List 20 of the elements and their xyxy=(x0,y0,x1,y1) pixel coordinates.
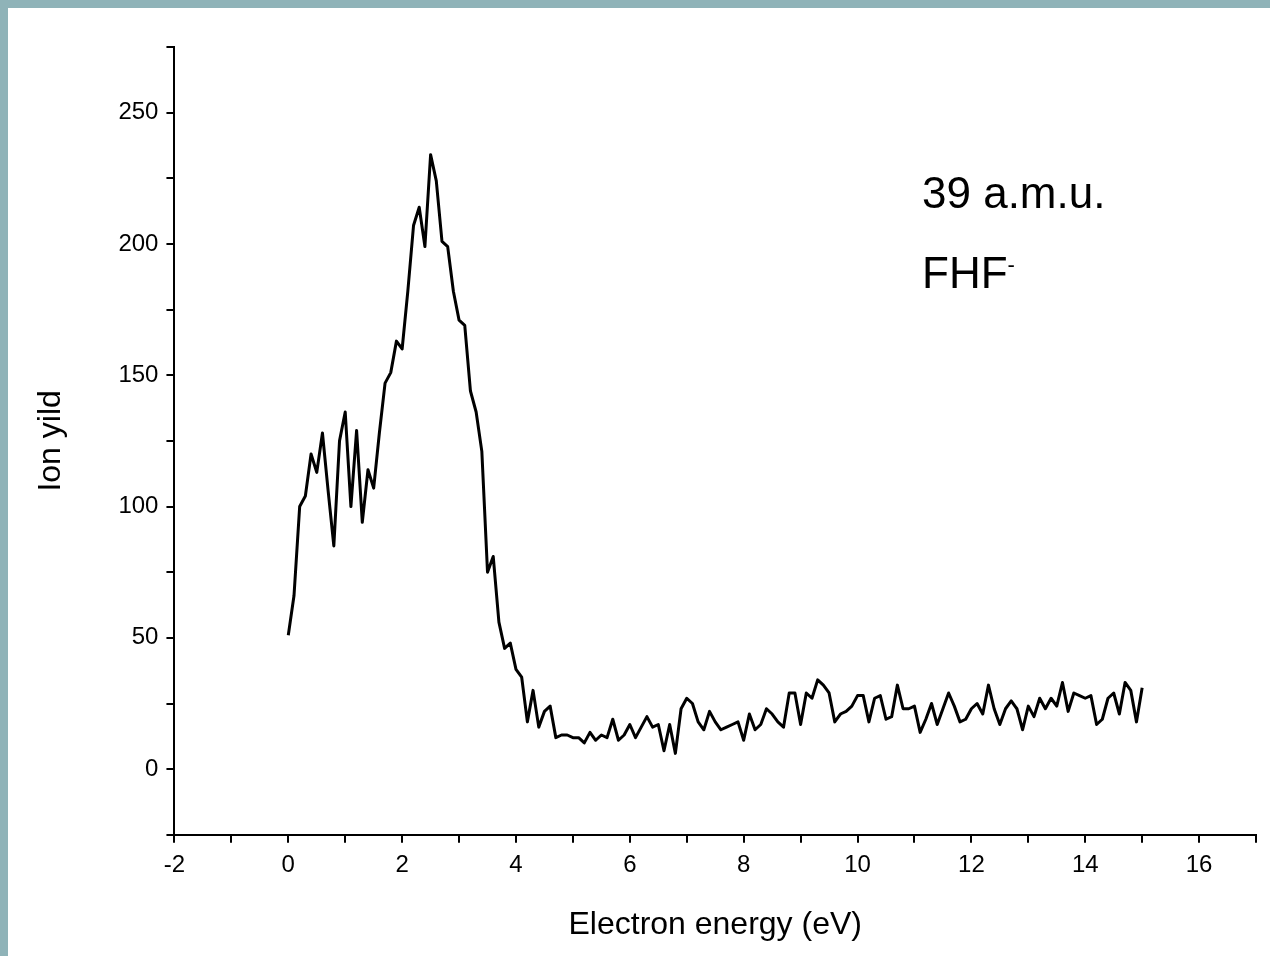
x-tick-label: 4 xyxy=(509,849,523,877)
x-tick-label: 16 xyxy=(1185,849,1213,877)
y-tick-label: 0 xyxy=(145,753,159,781)
annotation: 39 a.m.u. xyxy=(922,168,1106,218)
y-tick-label: 200 xyxy=(118,228,159,256)
x-tick-label: 14 xyxy=(1071,849,1099,877)
y-tick-label: 250 xyxy=(118,97,159,125)
x-tick-label: -2 xyxy=(163,849,186,877)
x-tick-label: 6 xyxy=(623,849,637,877)
x-tick-label: 0 xyxy=(281,849,295,877)
y-tick-label: 150 xyxy=(118,359,159,387)
x-tick-label: 12 xyxy=(958,849,985,877)
x-tick-label: 10 xyxy=(844,849,871,877)
y-tick-label: 50 xyxy=(131,622,159,650)
annotation: FHF$^{-}$ xyxy=(922,248,1015,298)
x-tick-label: 2 xyxy=(395,849,409,877)
x-axis-title: Electron energy (eV) xyxy=(568,904,862,941)
y-tick-label: 100 xyxy=(118,491,159,519)
y-axis-title: Ion yild xyxy=(31,390,68,492)
x-tick-label: 8 xyxy=(737,849,751,877)
